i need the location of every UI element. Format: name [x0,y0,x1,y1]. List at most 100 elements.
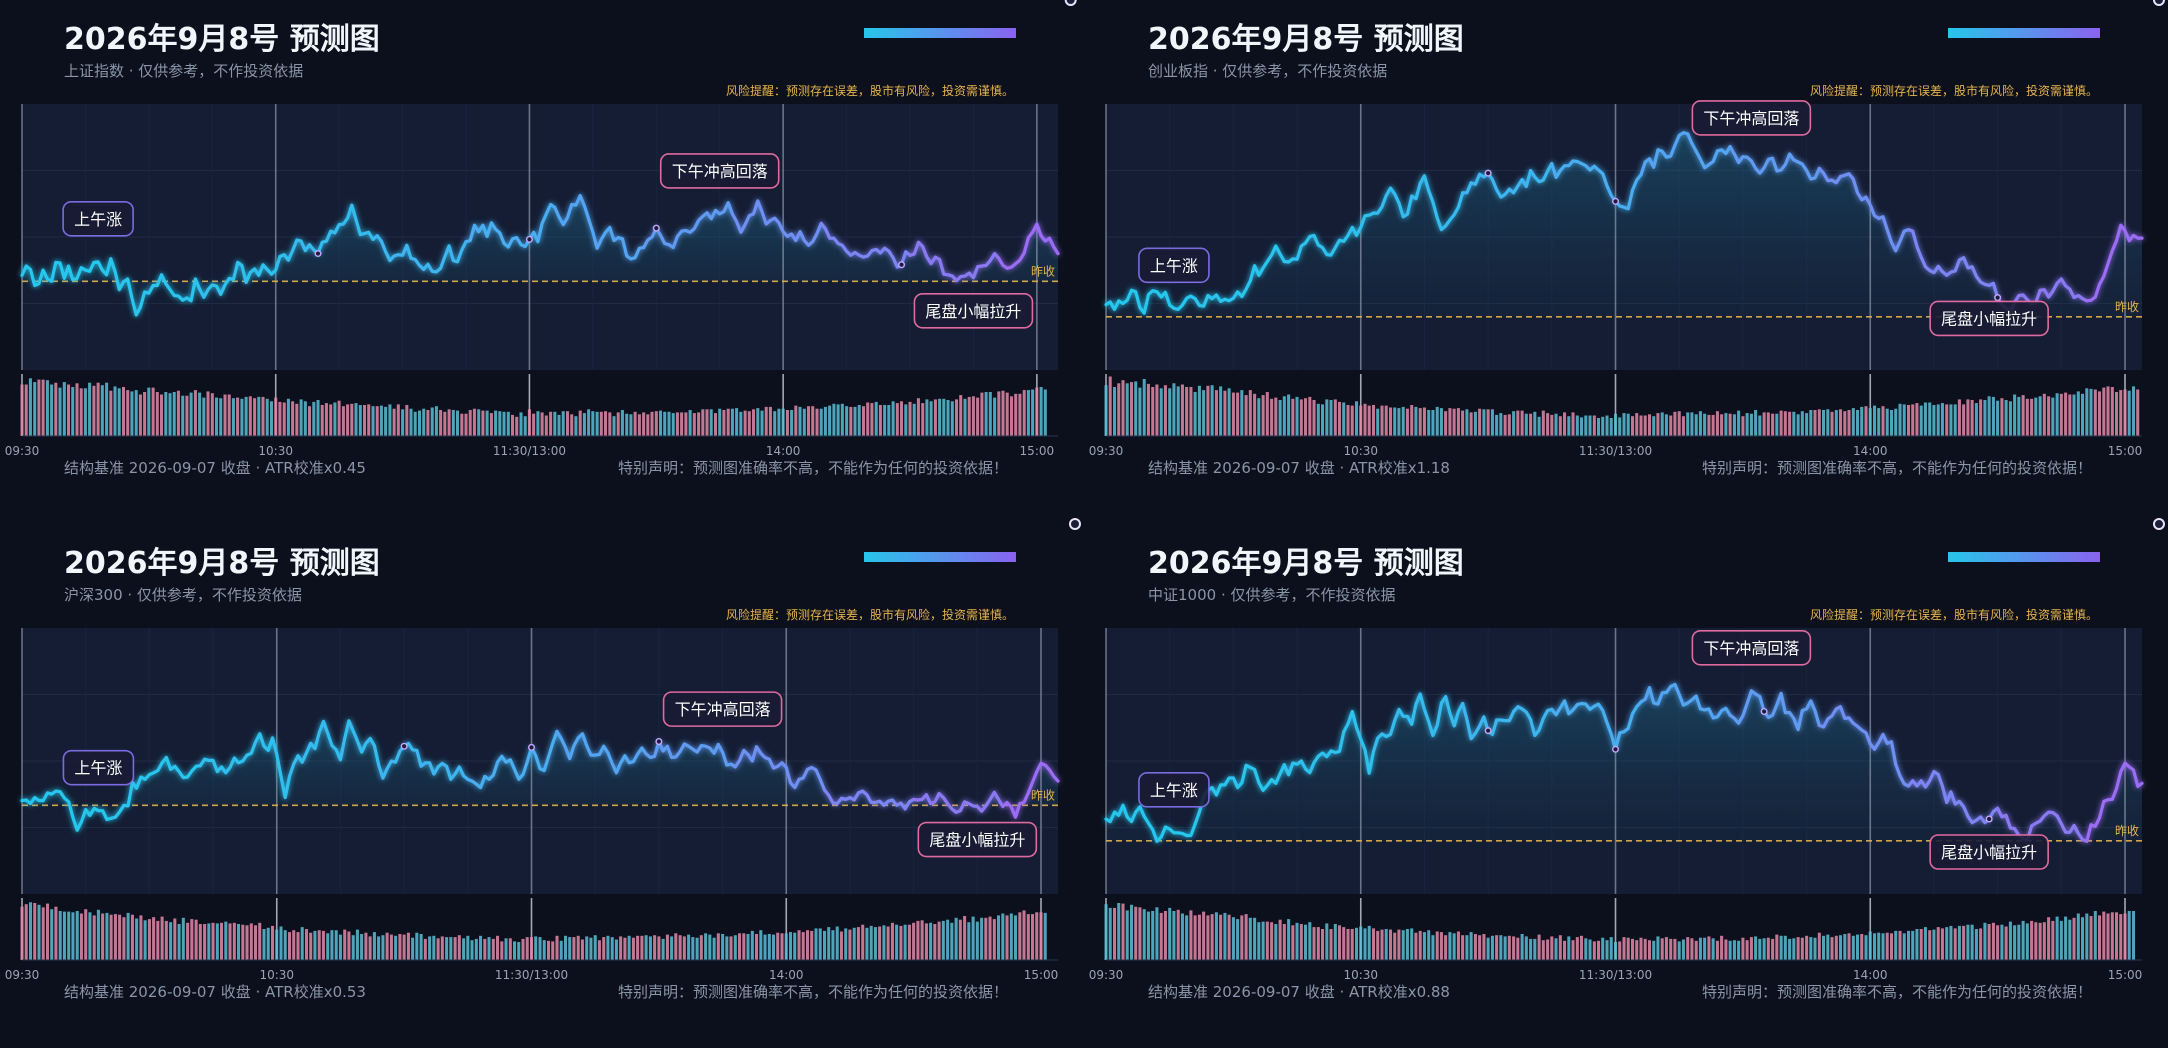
volume-bar [109,914,113,960]
volume-bar [1452,408,1456,436]
volume-bar [1597,940,1601,960]
volume-bar [1711,938,1715,960]
volume-bar [1312,400,1316,436]
volume-bar [275,929,279,960]
volume-bar [135,918,139,960]
volume-bar [413,411,417,436]
volume-bar [750,930,754,960]
volume-bar [265,398,269,436]
volume-bar [396,404,400,436]
annotation-box [62,749,135,786]
key-point-marker [2152,518,2165,530]
annotation-label: 上午涨 [74,759,122,778]
volume-bar [920,920,924,960]
volume-bar [836,404,840,436]
volume-bar [330,930,334,960]
volume-bar [767,934,771,960]
volume-bar [1427,410,1431,436]
volume-bar [379,405,383,436]
volume-bar [832,403,836,436]
volume-bar [1503,414,1507,436]
volume-bar [1134,381,1138,436]
volume-bar [806,930,810,960]
volume-bar [1346,405,1350,436]
volume-bar [1469,932,1473,960]
volume-bar [699,935,703,960]
volume-bar [2021,920,2025,960]
annotation-box [1929,300,2049,337]
volume-bar [895,924,899,960]
volume-bar [714,413,718,436]
volume-bar [878,405,882,436]
volume-bar [1953,928,1957,960]
volume-bar [1010,396,1014,436]
volume-bar [818,928,822,960]
volume-bar [1732,940,1736,960]
volume-bar [1524,413,1528,436]
volume-bar [1014,393,1018,436]
volume-bar [1622,413,1626,436]
volume-bar [1431,410,1435,436]
volume-bar [1185,387,1189,436]
volume-bar [105,912,109,960]
volume-bar [401,409,405,436]
volume-bar [1159,912,1163,960]
annotation-badge: 上午涨 [1138,772,1210,808]
volume-bar [716,933,720,960]
volume-bar [1601,937,1605,960]
volume-bar [1202,911,1206,960]
volume-bar [1741,937,1745,960]
volume-bar [1410,928,1414,960]
volume-bar [1783,935,1787,960]
volume-bar [1363,928,1367,960]
annotation-badge: 下午冲高回落 [1691,629,1812,666]
volume-bar [538,937,542,960]
price-line-segment [553,194,646,261]
volume-bar [456,410,460,436]
volume-bar [1686,412,1690,436]
volume-bar [1745,940,1749,960]
volume-bar [530,937,534,960]
chart-panel-sh: 昨收 09:30 10:30 11:30/13:00 14:00 15:00 上午涨 下午冲高… [0,0,1084,524]
volume-bar [2030,920,2034,960]
price-line-segment [1550,159,1643,211]
volume-bar [1108,376,1112,436]
volume-bar [1673,411,1677,436]
price-line-segment [375,234,468,274]
volume-bar [776,932,780,960]
volume-bar [1698,411,1702,436]
volume-bar [1018,912,1022,960]
volume-bar [1940,403,1944,436]
volume-bar [261,396,265,436]
volume-bar [1605,940,1609,960]
volume-bar [1155,384,1159,436]
volume-bar [62,382,66,436]
volume-bar [1656,936,1660,960]
volume-bar [398,934,402,960]
volume-bar [472,408,476,436]
price-line-segment [1906,770,2000,825]
volume-bar [367,404,371,436]
volume-bar [1805,935,1809,960]
volume-bar [1711,414,1715,436]
price-area [1106,132,2142,317]
volume-bar [426,410,430,436]
volume-bar [780,933,784,960]
volume-bar [1418,930,1422,960]
volume-bar [1681,416,1685,436]
volume-bar [1597,418,1601,436]
key-point-marker [652,224,660,232]
key-point-marker [1068,518,1081,530]
volume-bar [2085,913,2089,960]
volume-bar [1512,936,1516,960]
volume-bar [688,410,692,436]
volume-bar [1529,413,1533,436]
volume-bar [1282,924,1286,960]
risk-warning: 风险提醒：预测存在误差，股市有风险，投资需谨慎。 [725,608,1014,622]
volume-bar [1911,930,1915,960]
volume-bar [1261,395,1265,436]
volume-bar [316,400,320,436]
volume-bar [608,412,612,436]
x-tick-label: 11:30/13:00 [1579,968,1652,982]
volume-bar [861,924,865,960]
